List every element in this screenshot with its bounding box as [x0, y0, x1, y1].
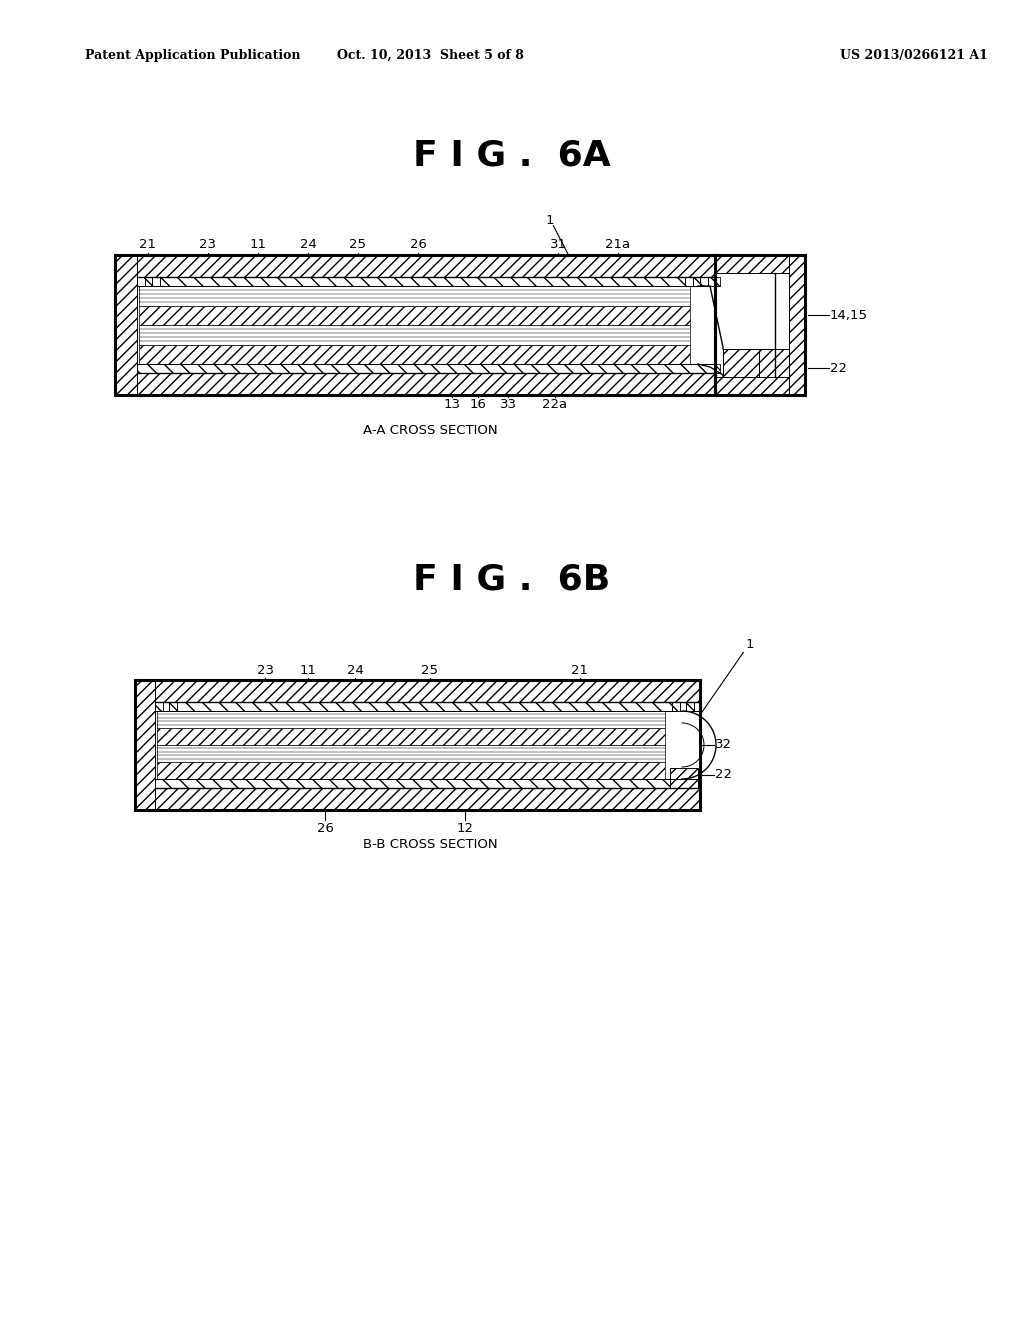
Bar	[135, 680, 155, 810]
Text: 12: 12	[457, 821, 473, 834]
Bar	[137, 277, 720, 286]
Bar	[665, 711, 692, 779]
Text: Oct. 10, 2013  Sheet 5 of 8: Oct. 10, 2013 Sheet 5 of 8	[337, 49, 523, 62]
Bar	[715, 378, 805, 395]
Text: F I G .  6A: F I G . 6A	[413, 139, 611, 172]
Text: 33: 33	[500, 399, 516, 412]
Text: B-B CROSS SECTION: B-B CROSS SECTION	[362, 838, 498, 851]
Text: 11: 11	[250, 239, 266, 252]
Text: 22: 22	[830, 362, 847, 375]
Text: US 2013/0266121 A1: US 2013/0266121 A1	[840, 49, 988, 62]
Bar	[155, 702, 700, 711]
Bar	[157, 762, 665, 779]
Text: 26: 26	[410, 239, 426, 252]
Bar	[139, 345, 690, 364]
Bar	[670, 768, 698, 788]
Text: 25: 25	[349, 239, 367, 252]
Text: 24: 24	[300, 239, 316, 252]
Bar	[723, 348, 770, 378]
Bar	[135, 788, 700, 810]
Text: 26: 26	[316, 821, 334, 834]
Text: 21: 21	[571, 664, 589, 676]
Bar	[135, 680, 700, 702]
Bar	[139, 286, 690, 305]
Text: 1: 1	[546, 214, 554, 227]
Bar	[115, 255, 715, 277]
Bar	[137, 364, 720, 374]
Bar	[155, 779, 700, 788]
Bar	[157, 711, 665, 729]
Bar	[115, 255, 137, 395]
Bar	[139, 325, 690, 345]
Bar	[157, 729, 665, 744]
Bar	[715, 255, 805, 273]
Text: Patent Application Publication: Patent Application Publication	[85, 49, 300, 62]
Bar	[716, 273, 790, 378]
Bar	[759, 348, 790, 378]
Text: 23: 23	[256, 664, 273, 676]
Text: 21a: 21a	[605, 239, 631, 252]
Text: 16: 16	[470, 399, 486, 412]
Bar	[790, 255, 805, 395]
Bar	[157, 744, 665, 762]
Text: 11: 11	[299, 664, 316, 676]
Text: 13: 13	[443, 399, 461, 412]
Bar	[139, 305, 690, 325]
Text: F I G .  6B: F I G . 6B	[414, 564, 610, 597]
Text: 22a: 22a	[543, 399, 567, 412]
Text: 21: 21	[139, 239, 157, 252]
Text: 32: 32	[715, 738, 732, 751]
Text: 14,15: 14,15	[830, 309, 868, 322]
Text: 25: 25	[422, 664, 438, 676]
Text: 23: 23	[200, 239, 216, 252]
Text: 22: 22	[715, 768, 732, 781]
Bar	[115, 374, 715, 395]
Text: 1: 1	[745, 639, 755, 652]
Text: A-A CROSS SECTION: A-A CROSS SECTION	[362, 424, 498, 437]
Text: 24: 24	[346, 664, 364, 676]
Text: 31: 31	[550, 239, 566, 252]
